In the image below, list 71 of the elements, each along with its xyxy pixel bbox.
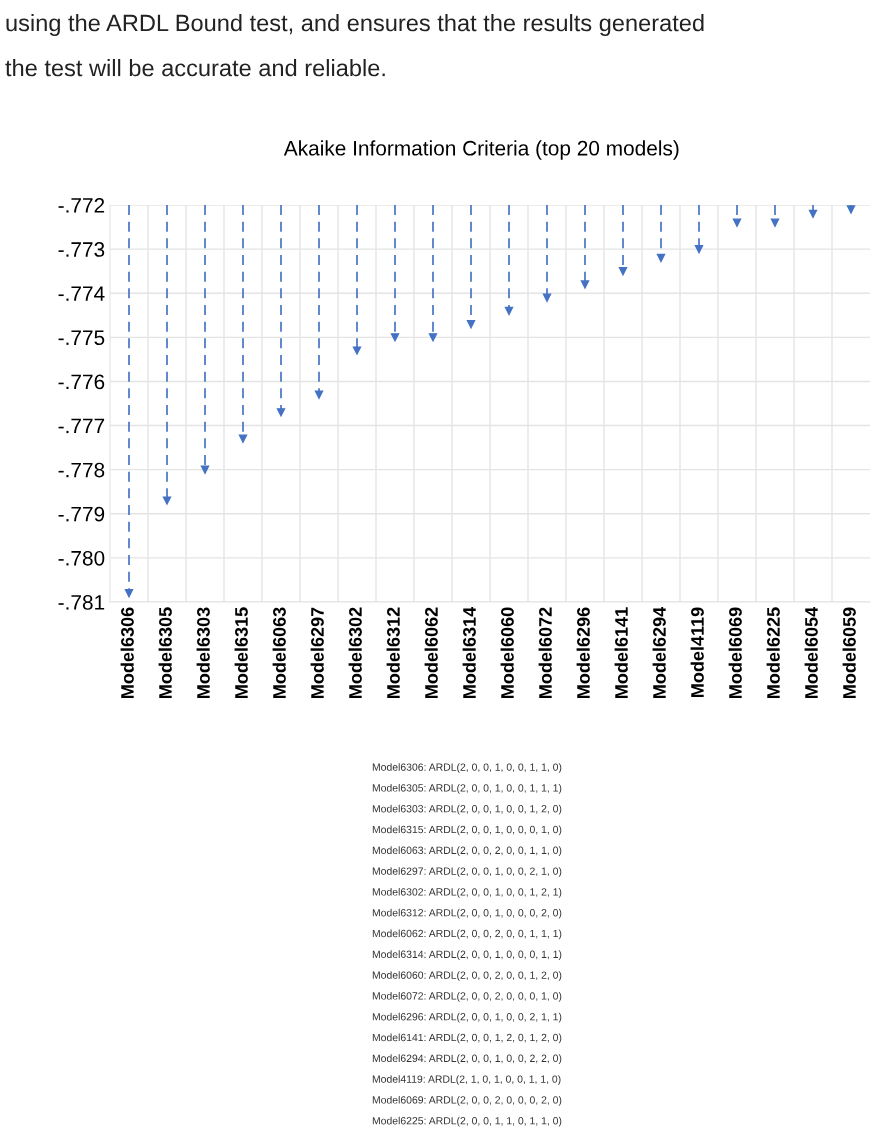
text: Model6062: ARDL(2, 0, 0, 2, 0, 0, 1, 1, 1)	[372, 929, 562, 940]
text: Model6063: ARDL(2, 0, 0, 2, 0, 0, 1, 1, 0)	[372, 846, 562, 857]
x-tick-label: Model6059	[842, 607, 856, 698]
y-tick-label: -.779	[58, 506, 105, 522]
text: Model6306: ARDL(2, 0, 0, 1, 0, 0, 1, 1, 0)	[372, 763, 562, 773]
point	[124, 589, 134, 598]
y-tick-label: -.780	[58, 550, 105, 566]
point	[200, 465, 210, 474]
text: Model6141: ARDL(2, 0, 0, 1, 2, 0, 1, 2, 0)	[372, 1033, 562, 1044]
x-tick-label: Model6141	[614, 607, 628, 698]
text: the test will be accurate and reliable.	[5, 59, 385, 77]
x-tick-label: Model6062	[424, 607, 438, 698]
y-tick-label: -.781	[58, 595, 105, 610]
x-tick-label: Model6063	[272, 607, 286, 698]
text: Model6297: ARDL(2, 0, 0, 1, 0, 0, 2, 1, 0)	[372, 867, 562, 877]
text: Model6303: ARDL(2, 0, 0, 1, 0, 0, 1, 2, 0)	[372, 804, 562, 815]
point	[428, 333, 438, 342]
y-tick-label: -.775	[58, 330, 105, 346]
text: Model6314: ARDL(2, 0, 0, 1, 0, 0, 0, 1, 1)	[372, 950, 562, 961]
text: Model6294: ARDL(2, 0, 0, 1, 0, 0, 2, 2, 0)	[372, 1054, 562, 1065]
point	[314, 390, 324, 399]
x-tick-label: Model6314	[462, 606, 476, 698]
point	[580, 280, 590, 289]
point	[238, 434, 248, 443]
text: Model6296: ARDL(2, 0, 0, 1, 0, 0, 2, 1, 1)	[372, 1012, 562, 1023]
x-tick-label: Model6306	[120, 607, 134, 698]
x-tick-label: Model6305	[158, 607, 172, 698]
x-tick-label: Model6069	[728, 607, 742, 698]
x-tick-label: Model6054	[804, 606, 818, 698]
x-tick-label: Model6294	[652, 606, 666, 698]
point	[808, 209, 818, 218]
point	[618, 266, 628, 276]
x-tick-label: Model6315	[234, 607, 248, 698]
point	[846, 205, 856, 214]
point	[732, 218, 742, 227]
y-tick-label: -.774	[58, 286, 105, 301]
x-tick-label: Model4119	[690, 607, 704, 697]
point	[770, 218, 780, 227]
y-tick-label: -.776	[58, 374, 105, 390]
text: Model6060: ARDL(2, 0, 0, 2, 0, 0, 1, 2, 0)	[372, 971, 562, 981]
text: Model6072: ARDL(2, 0, 0, 2, 0, 0, 0, 1, 0)	[372, 991, 562, 1002]
point	[694, 244, 704, 254]
x-tick-label: Model6297	[310, 607, 324, 698]
text: Model6315: ARDL(2, 0, 0, 1, 0, 0, 0, 1, 0)	[372, 825, 562, 836]
point	[162, 496, 172, 505]
text: Model6312: ARDL(2, 0, 0, 1, 0, 0, 0, 2, 0)	[372, 908, 562, 919]
point	[466, 319, 476, 329]
x-tick-label: Model6296	[576, 607, 590, 698]
x-tick-label: Model6060	[500, 607, 514, 698]
point	[352, 346, 362, 355]
y-tick-label: -.778	[58, 462, 105, 478]
text: Model6305: ARDL(2, 0, 0, 1, 0, 0, 1, 1, 1)	[372, 783, 562, 794]
text: Model4119: ARDL(2, 1, 0, 1, 0, 0, 1, 1, 0)	[372, 1075, 561, 1085]
point	[390, 333, 400, 342]
x-tick-label: Model6302	[348, 607, 362, 698]
point	[656, 253, 666, 263]
text: Model6069: ARDL(2, 0, 0, 2, 0, 0, 0, 2, 0)	[372, 1095, 562, 1106]
y-tick-label: -.773	[58, 242, 105, 257]
point	[276, 408, 286, 417]
x-tick-label: Model6312	[386, 607, 400, 698]
chart-title: Akaike Information Criteria (top 20 models)	[283, 140, 679, 160]
text: Model6225: ARDL(2, 0, 0, 1, 1, 0, 1, 1, 0)	[372, 1116, 562, 1127]
x-tick-label: Model6072	[538, 607, 552, 698]
y-tick-label: -.772	[58, 198, 105, 213]
x-tick-label: Model6303	[196, 607, 210, 698]
y-tick-label: -.777	[58, 418, 105, 434]
point	[542, 293, 552, 302]
x-tick-label: Model6225	[766, 607, 780, 698]
point	[504, 306, 514, 316]
text: using the ARDL Bound test, and ensures that the results generated	[6, 14, 704, 36]
text: Model6302: ARDL(2, 0, 0, 1, 0, 0, 1, 2, 1)	[372, 887, 562, 898]
